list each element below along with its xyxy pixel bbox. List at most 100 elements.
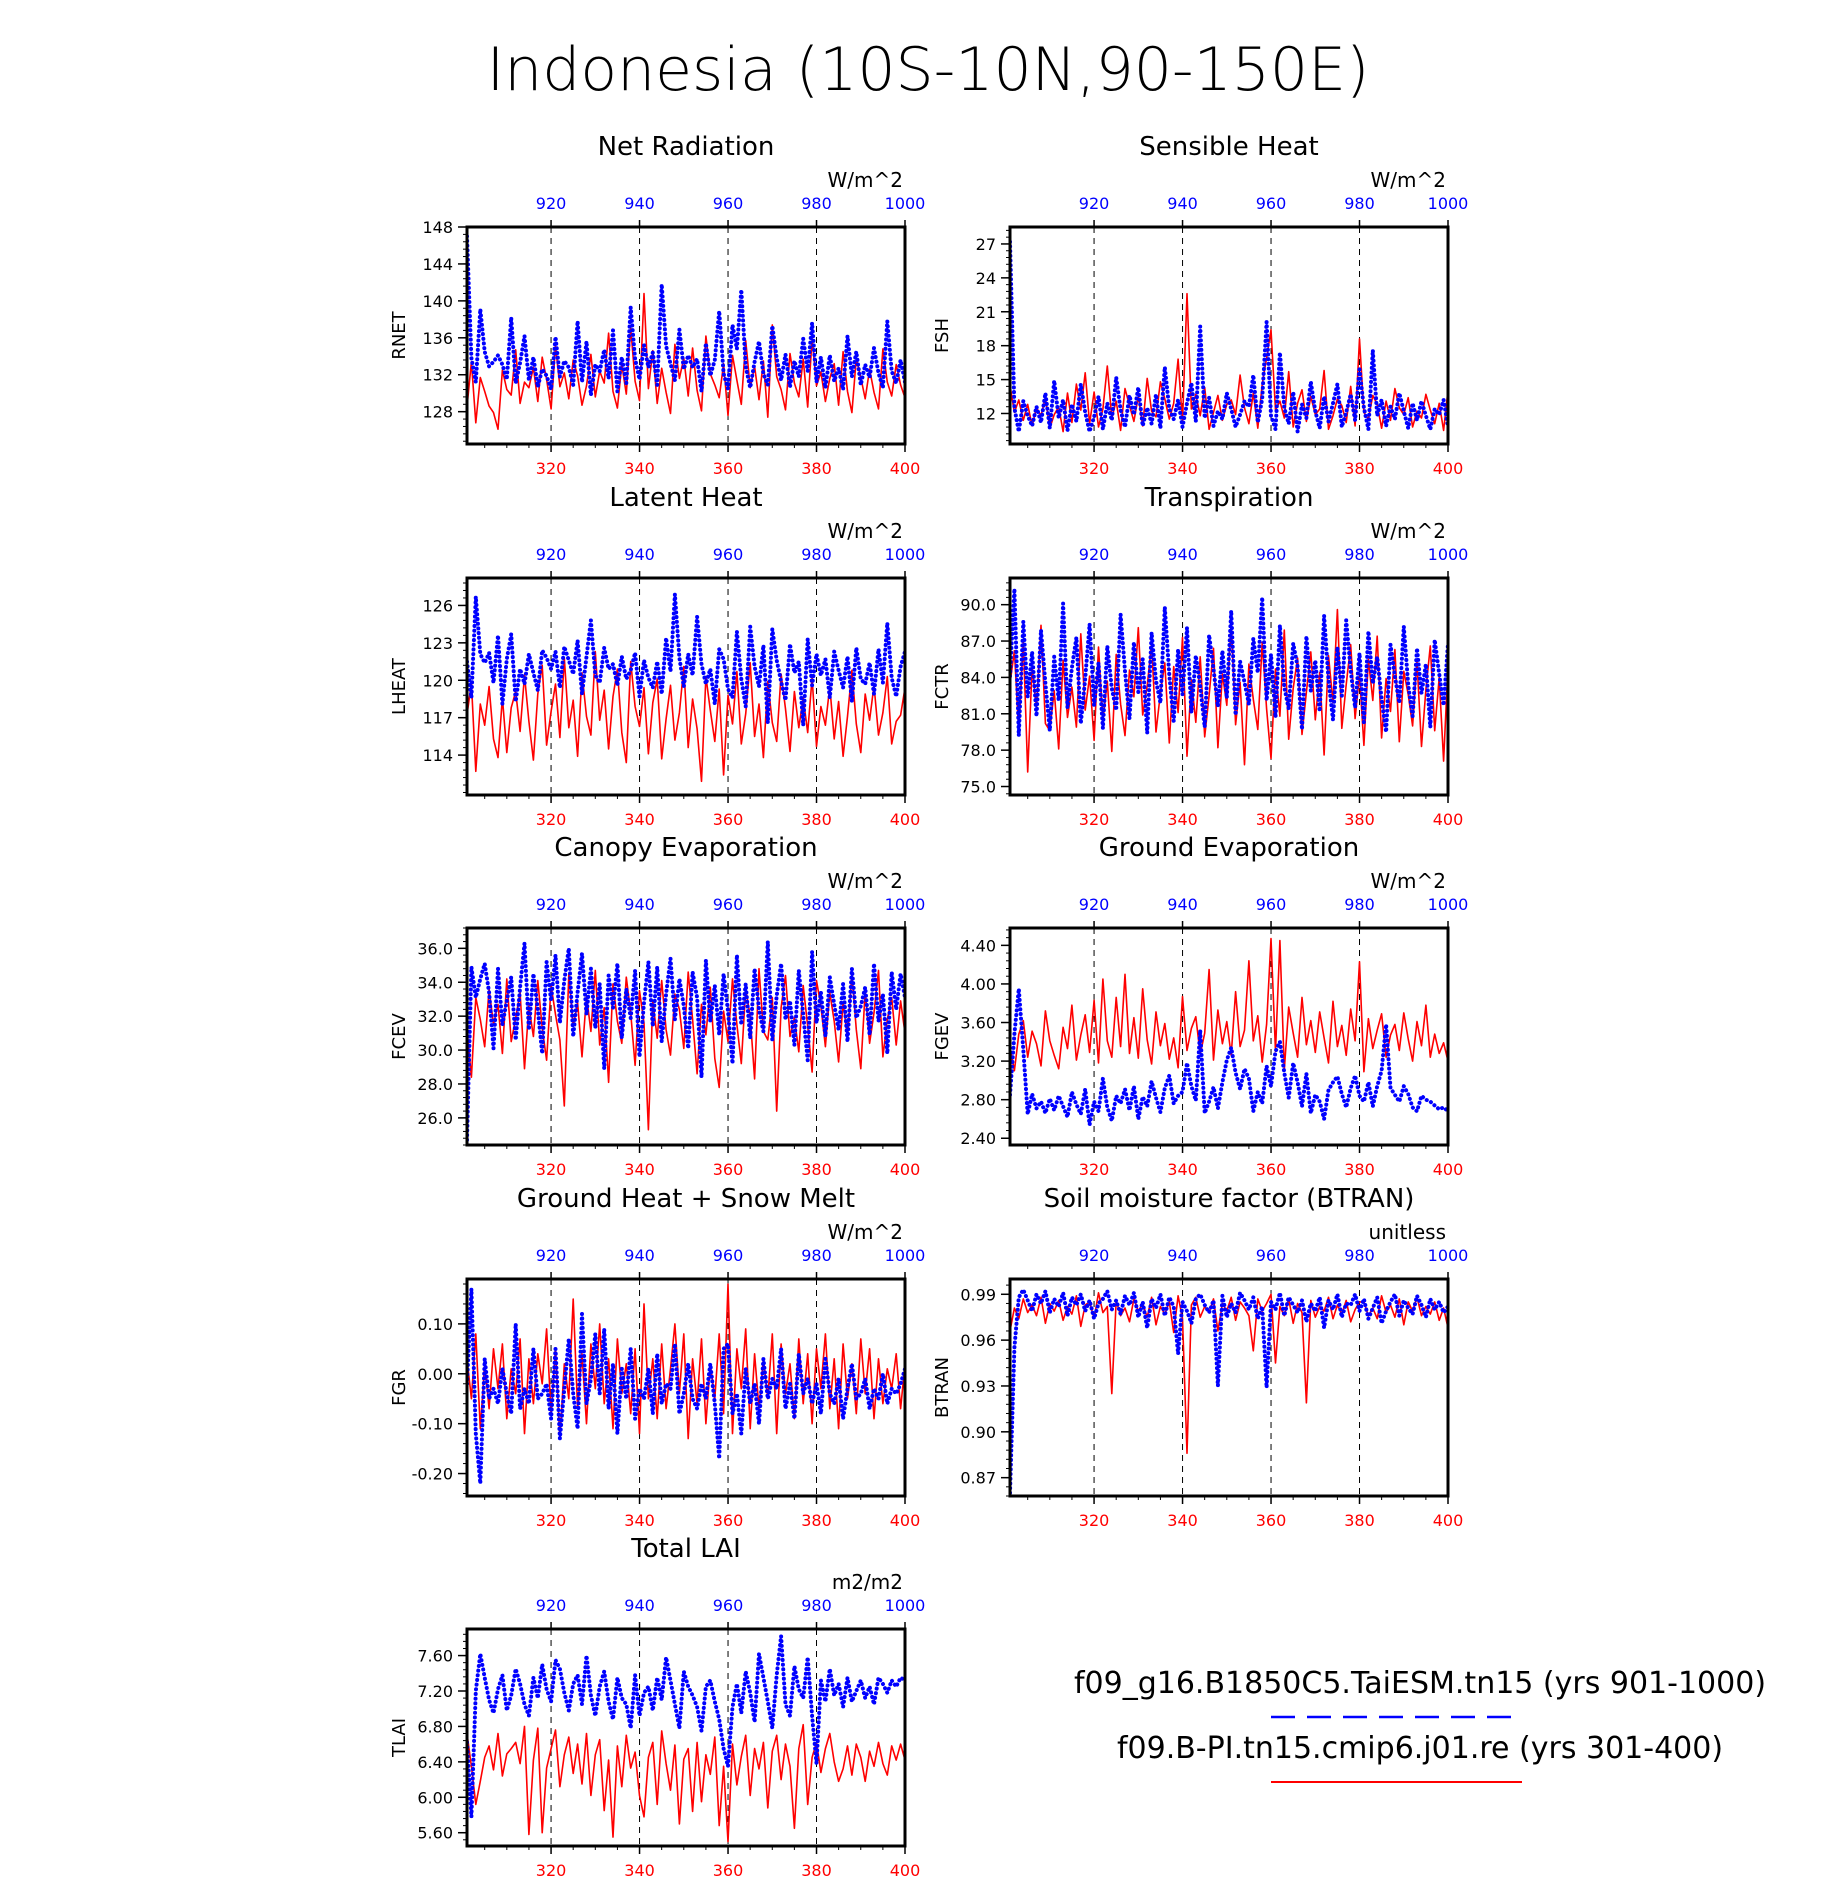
panel-title: Canopy Evaporation — [554, 833, 817, 863]
top-tick-label: 1000 — [1428, 895, 1469, 914]
y-tick-label: 34.0 — [417, 973, 453, 992]
series-line-blue — [1010, 1287, 1448, 1495]
series-line-red — [467, 967, 905, 1131]
bottom-tick-label: 400 — [1433, 459, 1464, 478]
top-tick-label: 920 — [1079, 895, 1110, 914]
series-line-red — [1010, 937, 1448, 1073]
y-axis-label: BTRAN — [932, 1357, 953, 1418]
bottom-tick-label: 340 — [1167, 810, 1198, 829]
plot-frame — [465, 576, 907, 797]
plot-frame — [465, 926, 907, 1147]
panel-fcev: Canopy Evaporation W/m^2 920 940 960 980 1000 3… — [389, 833, 925, 1179]
top-tick-label: 1000 — [1428, 1246, 1469, 1265]
series-line-blue — [1010, 239, 1448, 434]
y-tick-label: 84.0 — [960, 668, 996, 687]
bottom-tick-label: 380 — [801, 810, 832, 829]
units-label: W/m^2 — [1371, 168, 1446, 192]
top-tick-label: 1000 — [1428, 545, 1469, 564]
y-axis-label: FGEV — [932, 1012, 953, 1061]
top-tick-label: 940 — [624, 895, 655, 914]
y-tick-label: 0.96 — [960, 1331, 996, 1350]
y-tick-label: 128 — [422, 403, 453, 422]
y-tick-label: 78.0 — [960, 741, 996, 760]
top-tick-label: 980 — [801, 545, 832, 564]
top-tick-label: 940 — [624, 194, 655, 213]
bottom-tick-label: 380 — [1344, 1511, 1375, 1530]
y-axis-label: RNET — [389, 310, 410, 359]
top-tick-label: 920 — [536, 194, 567, 213]
y-tick-label: 6.80 — [417, 1717, 453, 1736]
top-tick-label: 960 — [713, 194, 744, 213]
panel-title: Soil moisture factor (BTRAN) — [1044, 1184, 1415, 1214]
plot-frame — [1008, 225, 1450, 446]
panel-title: Net Radiation — [598, 132, 775, 162]
legend-label-taiesm: f09_g16.B1850C5.TaiESM.tn15 (yrs 901-100… — [1074, 1666, 1766, 1701]
y-tick-label: 0.99 — [960, 1285, 996, 1304]
top-tick-label: 1000 — [885, 194, 926, 213]
series-line-red — [1010, 1292, 1448, 1454]
y-tick-label: 30.0 — [417, 1041, 453, 1060]
bottom-tick-label: 320 — [536, 1511, 567, 1530]
bottom-tick-label: 360 — [1256, 810, 1287, 829]
units-label: W/m^2 — [828, 519, 903, 543]
bottom-tick-label: 400 — [890, 459, 921, 478]
plot-frame — [1008, 576, 1450, 797]
series-line-blue — [467, 1287, 905, 1486]
bottom-tick-label: 320 — [1079, 1511, 1110, 1530]
panel-fgev: Ground Evaporation W/m^2 920 940 960 980 1000 3… — [932, 833, 1468, 1179]
y-tick-label: 0.90 — [960, 1423, 996, 1442]
bottom-tick-label: 360 — [1256, 1160, 1287, 1179]
bottom-tick-label: 400 — [890, 1861, 921, 1880]
panel-tlai: Total LAI m2/m2 920 940 960 980 1000 320 340 360 3… — [389, 1534, 925, 1880]
top-tick-label: 1000 — [1428, 194, 1469, 213]
top-tick-label: 940 — [1167, 194, 1198, 213]
series-line-blue — [1010, 986, 1448, 1127]
units-label: W/m^2 — [828, 168, 903, 192]
y-tick-label: 5.60 — [417, 1824, 453, 1843]
top-tick-label: 940 — [624, 545, 655, 564]
top-tick-label: 960 — [1256, 1246, 1287, 1265]
y-tick-label: 2.40 — [960, 1129, 996, 1148]
y-tick-label: 144 — [422, 255, 453, 274]
y-axis-label: FGR — [389, 1369, 410, 1406]
bottom-tick-label: 380 — [801, 1160, 832, 1179]
panel-title: Latent Heat — [609, 483, 762, 513]
bottom-tick-label: 380 — [801, 459, 832, 478]
panel-title: Total LAI — [630, 1534, 741, 1564]
plot-frame — [465, 225, 907, 446]
units-label: W/m^2 — [828, 1220, 903, 1244]
bottom-tick-label: 380 — [1344, 1160, 1375, 1179]
legend-label-cmip6: f09.B-PI.tn15.cmip6.j01.re (yrs 301-400) — [1117, 1731, 1723, 1766]
y-tick-label: 81.0 — [960, 705, 996, 724]
bottom-tick-label: 360 — [713, 810, 744, 829]
top-tick-label: 1000 — [885, 895, 926, 914]
y-axis-label: FCEV — [389, 1013, 410, 1060]
top-tick-label: 940 — [624, 1246, 655, 1265]
top-tick-label: 960 — [713, 1246, 744, 1265]
bottom-tick-label: 340 — [624, 810, 655, 829]
bottom-tick-label: 340 — [1167, 1160, 1198, 1179]
bottom-tick-label: 340 — [624, 1160, 655, 1179]
top-tick-label: 940 — [1167, 895, 1198, 914]
y-tick-label: 21 — [976, 303, 996, 322]
bottom-tick-label: 320 — [536, 459, 567, 478]
top-tick-label: 920 — [536, 895, 567, 914]
series-line-red — [467, 650, 905, 783]
panels: Net Radiation W/m^2 920 940 960 980 1000 320 340… — [389, 132, 1468, 1880]
panel-fsh: Sensible Heat W/m^2 920 940 960 980 1000 320 340… — [932, 132, 1468, 478]
bottom-tick-label: 400 — [890, 810, 921, 829]
bottom-tick-label: 320 — [536, 810, 567, 829]
top-tick-label: 960 — [713, 895, 744, 914]
y-tick-label: 148 — [422, 218, 453, 237]
y-tick-label: 6.00 — [417, 1788, 453, 1807]
panel-title: Transpiration — [1144, 483, 1314, 513]
bottom-tick-label: 320 — [536, 1861, 567, 1880]
top-tick-label: 920 — [1079, 545, 1110, 564]
y-tick-label: 0.93 — [960, 1377, 996, 1396]
y-tick-label: 24 — [976, 269, 996, 288]
y-tick-label: 132 — [422, 366, 453, 385]
top-tick-label: 920 — [1079, 194, 1110, 213]
top-tick-label: 940 — [624, 1596, 655, 1615]
units-label: W/m^2 — [1371, 519, 1446, 543]
